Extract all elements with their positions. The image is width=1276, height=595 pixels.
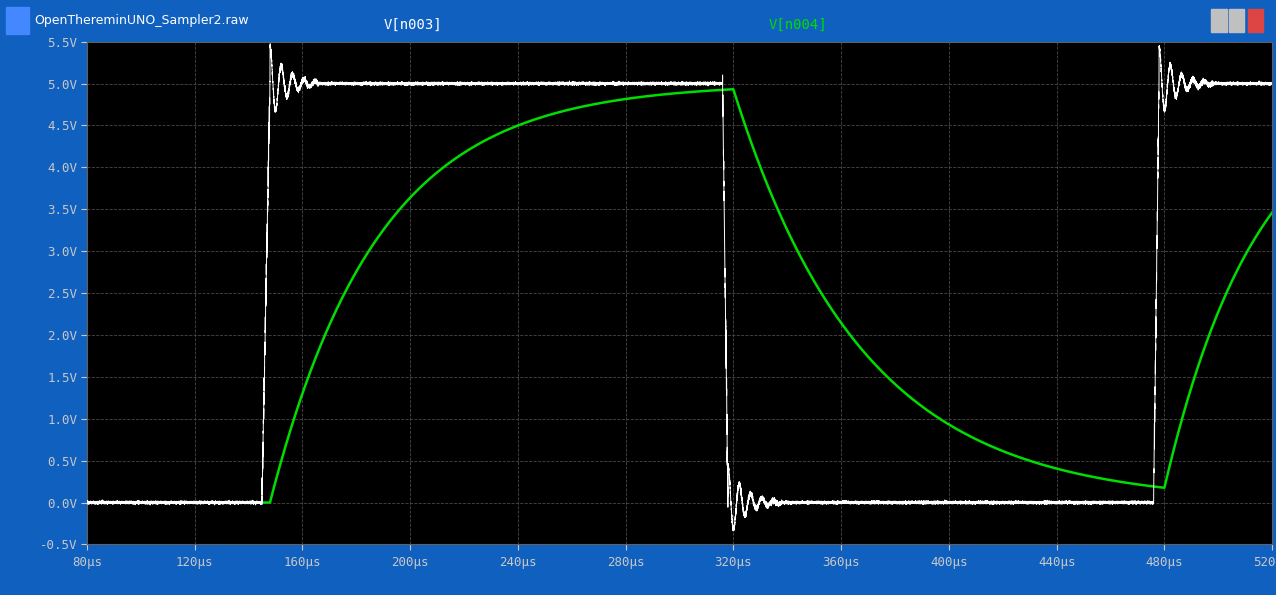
Text: OpenThereminUNO_Sampler2.raw: OpenThereminUNO_Sampler2.raw [34, 14, 249, 27]
Text: V[n004]: V[n004] [768, 18, 827, 32]
Bar [6, 7, 29, 33]
Bar [1229, 9, 1244, 32]
Bar [1211, 9, 1226, 32]
Text: V[n003]: V[n003] [384, 18, 441, 32]
Bar [1248, 9, 1263, 32]
